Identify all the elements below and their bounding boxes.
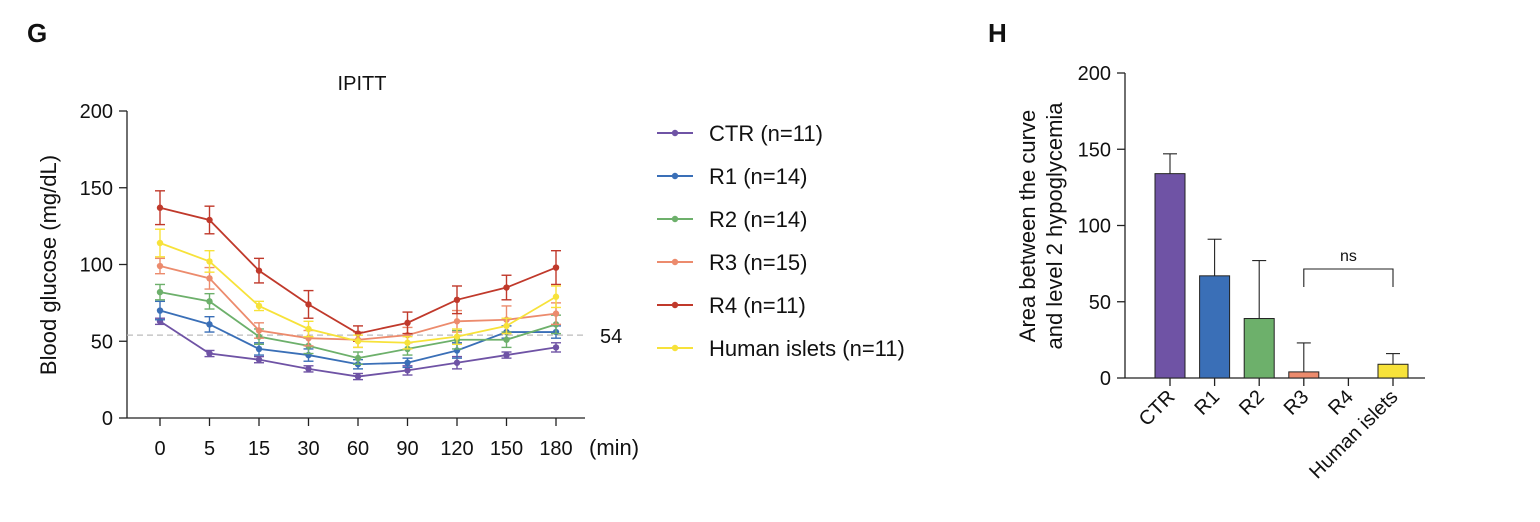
x-tick-label: 30 (297, 438, 319, 460)
series-0 (155, 317, 561, 381)
significance-label: ns (1340, 248, 1357, 265)
bar-x-tick-label: CTR (1135, 386, 1180, 431)
data-point (156, 204, 164, 211)
data-point (156, 307, 164, 314)
data-point (354, 373, 362, 380)
y-axis-label: Blood glucose (mg/dL) (36, 155, 61, 375)
legend-swatch-dot (671, 215, 679, 223)
data-point (552, 293, 560, 300)
y-tick-label: 50 (91, 331, 113, 353)
data-point (305, 301, 312, 308)
chart-title: IPITT (338, 73, 387, 95)
legend-label: Human islets (n=11) (709, 336, 905, 361)
data-point (255, 356, 263, 363)
bar-x-tick-label: R4 (1324, 386, 1358, 420)
data-point (503, 284, 510, 291)
legend-label: CTR (n=11) (709, 121, 823, 146)
bar (1288, 371, 1320, 379)
data-point (206, 350, 213, 357)
reference-line-label: 54 (600, 326, 622, 348)
x-tick-label: 180 (539, 438, 572, 460)
legend-swatch-dot (671, 258, 679, 266)
data-point (206, 275, 213, 282)
series-5 (155, 228, 561, 350)
x-tick-label: 150 (490, 438, 523, 460)
legend-label: R3 (n=15) (709, 250, 807, 275)
bar-x-tick-label: R1 (1190, 386, 1224, 420)
legend-swatch-dot (671, 344, 679, 352)
bar (1377, 363, 1409, 379)
bar-y-tick-label: 200 (1078, 63, 1111, 85)
data-point (404, 319, 411, 327)
bar-x-tick-label: R2 (1235, 386, 1269, 420)
bar (1243, 318, 1275, 379)
data-point (404, 339, 411, 346)
data-point (354, 354, 362, 362)
y-tick-label: 0 (102, 408, 113, 430)
data-point (404, 359, 411, 366)
significance-bracket (1303, 268, 1394, 287)
y-tick-label: 100 (80, 255, 113, 277)
data-point (453, 296, 461, 304)
data-point (156, 262, 164, 270)
x-axis-unit-label: (min) (589, 435, 639, 460)
bar (1199, 275, 1231, 379)
legend-swatch-dot (671, 301, 679, 309)
data-point (255, 327, 263, 334)
y-tick-label: 200 (80, 101, 113, 123)
legend-swatch-dot (671, 172, 679, 180)
bar-y-tick-label: 0 (1100, 368, 1111, 390)
bar-y-tick-label: 150 (1078, 139, 1111, 161)
legend-label: R2 (n=14) (709, 207, 807, 232)
data-point (453, 333, 461, 340)
x-tick-label: 90 (396, 438, 418, 460)
bar-y-axis-label-line1: Area between the curve (1015, 110, 1040, 342)
bar-y-tick-label: 100 (1078, 216, 1111, 238)
legend-label: R4 (n=11) (709, 293, 806, 318)
bar (1154, 173, 1186, 379)
x-tick-label: 5 (204, 438, 215, 460)
data-point (503, 351, 510, 359)
data-point (305, 365, 312, 373)
data-point (552, 310, 560, 317)
panel-letter-g: G (27, 18, 48, 48)
x-tick-label: 0 (154, 438, 165, 460)
bar-y-tick-label: 50 (1089, 292, 1111, 314)
series-4 (155, 190, 561, 342)
data-point (404, 367, 411, 374)
bar-y-axis-label-line2: and level 2 hypoglycemia (1042, 102, 1067, 350)
bar-x-tick-label: R3 (1280, 386, 1314, 420)
data-point (552, 344, 560, 351)
data-point (255, 302, 263, 310)
data-point (354, 338, 362, 345)
x-tick-label: 60 (347, 438, 369, 460)
data-point (156, 288, 164, 296)
y-tick-label: 150 (80, 178, 113, 200)
data-point (453, 359, 461, 366)
panel-letter-h: H (988, 18, 1007, 48)
legend-label: R1 (n=14) (709, 164, 807, 189)
data-point (206, 258, 213, 265)
data-point (206, 216, 213, 224)
data-point (552, 264, 560, 271)
data-point (503, 322, 510, 330)
data-point (206, 298, 213, 305)
data-point (206, 321, 213, 328)
data-point (503, 336, 510, 343)
data-point (255, 345, 263, 353)
data-point (305, 325, 312, 333)
x-tick-label: 120 (440, 438, 473, 460)
data-point (453, 318, 461, 325)
legend-swatch-dot (671, 129, 679, 137)
data-point (255, 267, 263, 274)
data-point (156, 239, 164, 247)
x-tick-label: 15 (248, 438, 270, 460)
